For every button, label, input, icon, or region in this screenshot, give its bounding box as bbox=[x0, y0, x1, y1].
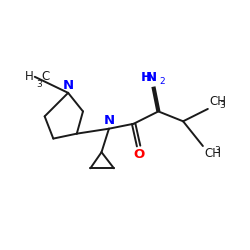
Text: H: H bbox=[141, 71, 152, 84]
Text: 2: 2 bbox=[159, 77, 164, 86]
Text: N: N bbox=[103, 114, 115, 128]
Text: CH: CH bbox=[209, 95, 226, 108]
Text: 3: 3 bbox=[215, 146, 220, 155]
Text: N: N bbox=[145, 71, 156, 84]
Text: H: H bbox=[25, 70, 34, 83]
Text: 3: 3 bbox=[36, 80, 42, 89]
Text: C: C bbox=[41, 70, 49, 83]
Text: 3: 3 bbox=[220, 101, 226, 110]
Text: CH: CH bbox=[204, 147, 221, 160]
Text: O: O bbox=[133, 148, 144, 162]
Text: N: N bbox=[62, 78, 74, 92]
